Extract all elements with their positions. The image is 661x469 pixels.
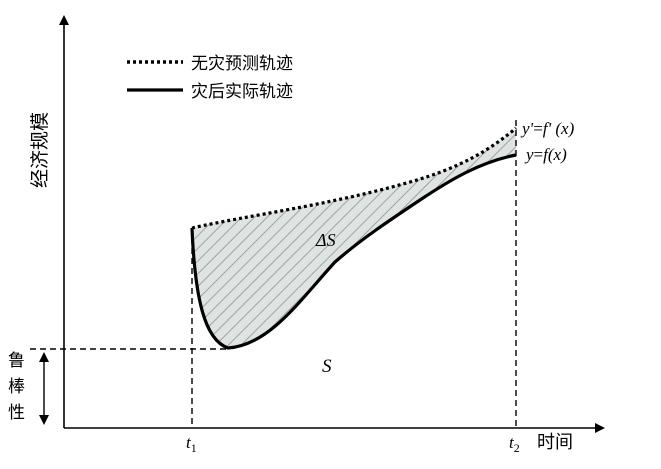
actual-label-x: (x) xyxy=(548,145,567,164)
t2-label-sub: 2 xyxy=(514,441,520,455)
actual-label-y: y xyxy=(524,145,534,164)
delta-area-shading xyxy=(192,128,516,348)
t1-label-base: t xyxy=(186,433,192,452)
t2-label-base: t xyxy=(509,433,515,452)
legend-predicted-label: 无灾预测轨迹 xyxy=(191,54,293,74)
actual-label-f: f xyxy=(543,145,550,164)
robustness-char-2: 棒 xyxy=(8,377,25,397)
actual-curve-label: y=f(x) xyxy=(524,145,567,164)
predicted-label-f: f' xyxy=(543,119,552,138)
t1-label: t1 xyxy=(186,433,197,455)
x-axis-label: 时间 xyxy=(537,432,573,453)
t1-label-sub: 1 xyxy=(191,441,197,455)
t2-label: t2 xyxy=(509,433,520,455)
robustness-arrow-bottom xyxy=(39,415,49,425)
predicted-label-x: (x) xyxy=(551,119,574,138)
y-axis-label: 经济规模 xyxy=(29,112,51,188)
legend-actual-label: 灾后实际轨迹 xyxy=(191,82,293,102)
predicted-curve-label: y'=f' (x) xyxy=(520,119,575,138)
predicted-label-eq: = xyxy=(533,119,543,138)
robustness-char-3: 性 xyxy=(8,403,25,423)
predicted-trajectory xyxy=(191,126,518,230)
robustness-char-1: 鲁 xyxy=(8,351,25,371)
actual-trajectory xyxy=(190,153,517,350)
delta-area-label: ΔS xyxy=(315,230,336,250)
robustness-arrow-top xyxy=(39,352,49,362)
area-label: S xyxy=(322,356,332,377)
actual-label-eq: = xyxy=(534,145,544,164)
predicted-label-y: y' xyxy=(520,119,534,138)
